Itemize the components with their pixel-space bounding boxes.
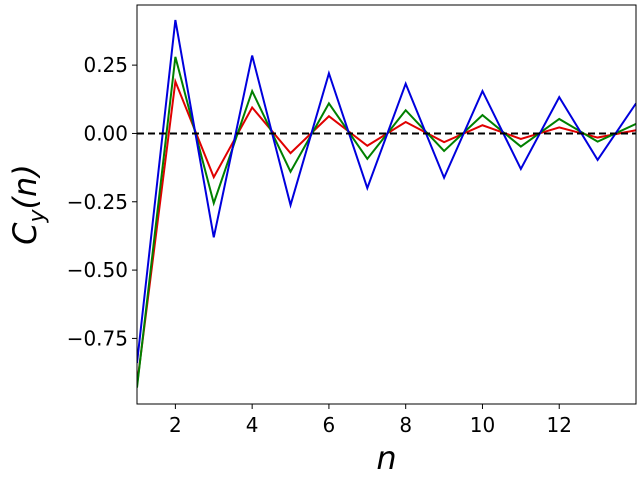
x-axis-label: n xyxy=(376,439,396,477)
x-tick-label: 10 xyxy=(470,413,495,437)
y-tick-label: −0.75 xyxy=(67,326,128,350)
series-line-3 xyxy=(137,19,636,364)
series-line-1 xyxy=(137,77,636,385)
plot-frame xyxy=(136,4,637,405)
x-tick-label: 8 xyxy=(399,413,412,437)
x-tick-label: 12 xyxy=(547,413,572,437)
y-tick-label: −0.50 xyxy=(67,258,128,282)
x-tick-label: 6 xyxy=(323,413,336,437)
y-axis-ticks: −0.75 −0.50 −0.25 0.00 0.25 xyxy=(67,53,137,350)
y-axis-label: Cy(n) xyxy=(6,164,50,245)
x-tick-label: 4 xyxy=(246,413,259,437)
x-tick-label: 2 xyxy=(169,413,182,437)
y-tick-label: 0.00 xyxy=(83,121,128,145)
y-tick-label: 0.25 xyxy=(83,53,128,77)
series-layer xyxy=(137,19,636,388)
x-axis-ticks: 2 4 6 8 10 12 xyxy=(169,404,572,437)
y-tick-label: −0.25 xyxy=(67,190,128,214)
